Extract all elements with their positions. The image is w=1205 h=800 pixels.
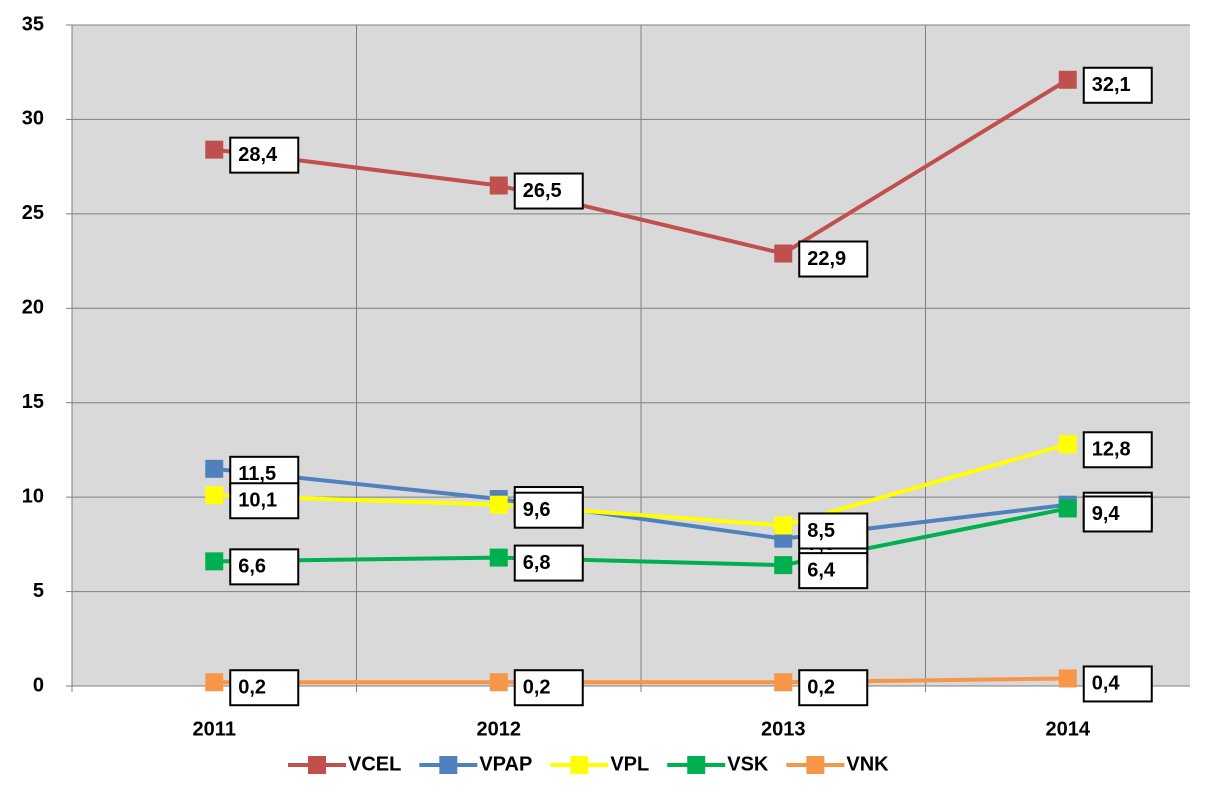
data-label-box — [513, 172, 584, 210]
point-marker — [205, 486, 224, 505]
y-tick-label: 20 — [22, 297, 44, 319]
legend-label: VPL — [610, 753, 649, 775]
data-label-text: 12,8 — [1092, 439, 1131, 461]
data-label-text: 10,1 — [238, 490, 277, 512]
data-label-text: 9,6 — [523, 499, 551, 521]
data-label-text: 6,4 — [807, 559, 836, 581]
point-marker — [205, 140, 224, 159]
data-label-box — [1082, 665, 1153, 703]
point-marker — [489, 548, 508, 567]
series-line — [213, 78, 1069, 256]
data-label: 12,8 — [1082, 431, 1153, 469]
data-label: 22,9 — [798, 240, 869, 278]
legend-marker — [687, 756, 706, 774]
data-label-box — [798, 240, 869, 278]
point-marker — [489, 495, 508, 514]
data-label: 9,6 — [513, 491, 584, 529]
point-marker — [1058, 70, 1077, 89]
series-line — [214, 676, 1068, 685]
data-label-box — [1082, 66, 1153, 104]
point-marker — [489, 176, 508, 195]
y-tick-label: 0 — [33, 674, 44, 696]
data-label: 32,1 — [1082, 66, 1153, 104]
y-tick-label: 30 — [22, 108, 44, 130]
data-label-box — [229, 136, 300, 174]
data-label-text: 11,5 — [238, 463, 276, 485]
series-line — [214, 506, 1069, 568]
point-marker — [774, 244, 793, 263]
x-tick-label: 2014 — [1046, 718, 1091, 740]
point-marker — [1058, 669, 1077, 688]
legend-marker — [570, 756, 589, 774]
point-marker — [774, 556, 793, 575]
series-line — [214, 466, 1068, 541]
legend-marker — [806, 756, 825, 774]
point-marker — [205, 552, 224, 571]
data-label-text: 0,4 — [1092, 673, 1121, 695]
data-label-text: 6,6 — [238, 556, 266, 578]
x-tick-label: 2011 — [193, 718, 236, 740]
data-label-box — [513, 491, 584, 529]
legend-marker — [308, 756, 326, 774]
legend-label: VPAP — [479, 753, 532, 775]
legend-label: VNK — [846, 753, 889, 775]
data-label: 9,4 — [1082, 495, 1153, 533]
x-tick-label: 2013 — [761, 718, 806, 740]
y-tick-label: 25 — [22, 202, 44, 224]
data-label-box — [229, 548, 300, 586]
data-label-box — [1082, 495, 1153, 533]
data-label-text: 8,5 — [807, 520, 835, 542]
y-tick-label: 10 — [22, 485, 44, 507]
data-label-text: 0,2 — [238, 677, 266, 699]
y-tick-label: 5 — [33, 580, 44, 602]
data-label-text: 32,1 — [1092, 74, 1131, 96]
data-label: 6,4 — [798, 552, 869, 590]
data-label-box — [798, 512, 869, 550]
point-marker — [774, 516, 793, 535]
data-label: 6,6 — [229, 548, 300, 586]
data-label-text: 26,5 — [523, 180, 562, 202]
data-label: 10,1 — [229, 482, 300, 520]
legend-marker — [439, 756, 458, 774]
data-label: 28,4 — [229, 136, 300, 174]
data-label-box — [229, 669, 300, 707]
legend-label: VCEL — [348, 753, 401, 775]
point-marker — [205, 459, 224, 478]
data-label-text: 0,2 — [807, 677, 835, 699]
series-line — [214, 442, 1069, 528]
data-label-text: 9,4 — [1092, 503, 1121, 525]
point-marker — [1058, 499, 1077, 518]
data-label: 6,8 — [513, 544, 584, 582]
plot-area — [72, 25, 1190, 686]
data-label: 0,2 — [513, 669, 584, 707]
data-label-box — [1082, 431, 1153, 469]
x-tick-label: 2012 — [477, 718, 522, 740]
data-label: 0,2 — [798, 669, 869, 707]
point-marker — [1058, 435, 1077, 454]
data-label: 26,5 — [513, 172, 584, 210]
point-marker — [489, 673, 508, 692]
y-tick-label: 35 — [22, 13, 44, 35]
data-label-box — [798, 552, 869, 590]
data-label-box — [798, 669, 869, 707]
data-label-box — [513, 669, 584, 707]
data-label: 0,2 — [229, 669, 300, 707]
data-label-box — [513, 544, 584, 582]
data-label-text: 28,4 — [238, 144, 278, 166]
point-marker — [774, 673, 793, 692]
data-label: 0,4 — [1082, 665, 1153, 703]
y-tick-label: 15 — [22, 391, 44, 413]
point-marker — [205, 673, 224, 692]
data-label-text: 0,2 — [523, 677, 551, 699]
legend-label: VSK — [727, 753, 769, 775]
data-label-box — [229, 482, 300, 520]
data-label-text: 6,8 — [523, 552, 551, 574]
data-label-text: 22,9 — [807, 248, 846, 270]
data-label: 8,5 — [798, 512, 869, 550]
